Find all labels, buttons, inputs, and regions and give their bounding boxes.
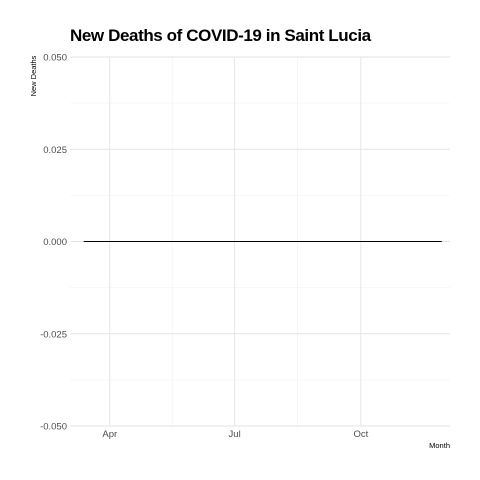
x-tick-label: Jul <box>229 429 241 440</box>
x-tick-label: Apr <box>102 429 117 440</box>
x-tick-label: Oct <box>353 429 368 440</box>
y-tick-label: -0.050 <box>40 422 67 433</box>
x-axis-title: Month <box>429 441 450 450</box>
y-tick-label: 0.050 <box>43 53 67 64</box>
y-tick-label: 0.000 <box>43 237 67 248</box>
y-axis-title: New Deaths <box>29 55 38 96</box>
axis-labels: New Deaths Month 0.050 0.025 0.000 -0.025 -0… <box>29 53 450 451</box>
y-tick-label: 0.025 <box>43 145 67 156</box>
y-tick-label: -0.025 <box>40 329 67 340</box>
chart-title: New Deaths of COVID-19 in Saint Lucia <box>70 26 371 45</box>
